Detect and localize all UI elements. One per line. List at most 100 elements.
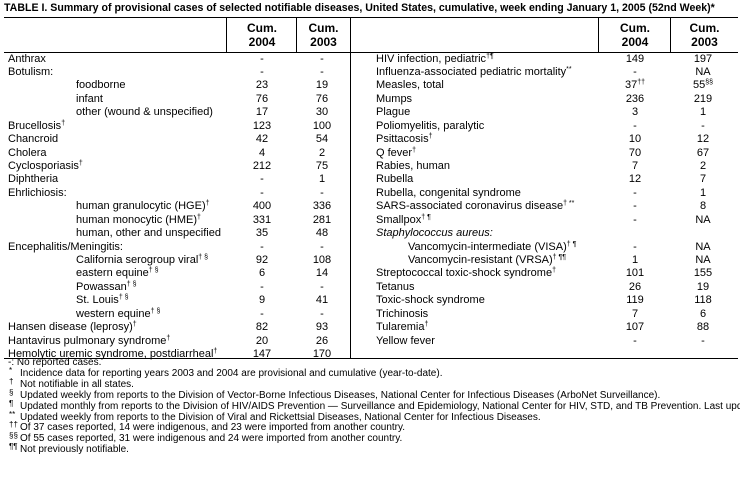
footnote: § Updated weekly from reports to the Divi… <box>0 388 736 402</box>
value: 212 <box>252 159 272 172</box>
label-text: human, other and unspecified <box>76 227 221 240</box>
row-label: Yellow fever <box>376 335 435 348</box>
footnote-mark: † § <box>198 253 209 261</box>
label-text: Chancroid <box>8 133 59 146</box>
value: 12 <box>628 173 642 186</box>
value-cell: 1 <box>292 173 352 186</box>
value-cell: - <box>232 241 292 254</box>
value: 26 <box>315 334 329 347</box>
value: 147 <box>252 347 272 360</box>
value: - <box>260 52 264 65</box>
row-label: Streptococcal toxic-shock syndrome† <box>376 267 556 280</box>
value: 7 <box>631 307 639 320</box>
value-cell: 75 <box>292 160 352 173</box>
value-cell: 7 <box>673 173 733 186</box>
label-text: Yellow fever <box>376 334 435 347</box>
footnote-mark: † § <box>126 280 137 288</box>
value: 26 <box>628 280 642 293</box>
value: 55 <box>692 79 706 92</box>
row-label: Mumps <box>376 93 412 106</box>
value: - <box>320 307 324 320</box>
label-text: Vancomycin-resistant (VRSA) <box>408 253 553 266</box>
value-cell: 108 <box>292 254 352 267</box>
value-cell: 236 <box>605 93 665 106</box>
row-label: HIV infection, pediatric†¶ <box>376 53 494 66</box>
value: 331 <box>252 213 272 226</box>
label-text: Cholera <box>8 146 47 159</box>
column-header-line: Cum. <box>247 21 277 35</box>
row-label: Vancomycin-intermediate (VISA)† ¶ <box>408 241 576 254</box>
value-cell: - <box>232 187 292 200</box>
footnote-text: Updated weekly from reports to the Divis… <box>20 389 661 401</box>
value: NA <box>695 240 711 253</box>
value: 123 <box>252 119 272 132</box>
value-cell: - <box>292 53 352 66</box>
row-label: Influenza-associated pediatric mortality… <box>376 66 572 79</box>
row-label: Plague <box>376 106 410 119</box>
row-label: human monocytic (HME)† <box>76 214 201 227</box>
value-cell: - <box>232 66 292 79</box>
label-text: Q fever <box>376 146 413 159</box>
label-text: Toxic-shock syndrome <box>376 294 485 307</box>
row-label: Vancomycin-resistant (VRSA)† ¶¶ <box>408 254 566 267</box>
value-cell: 2 <box>292 147 352 160</box>
value: 2 <box>699 159 707 172</box>
value: 118 <box>694 294 712 307</box>
label-text: Encephalitis/Meningitis: <box>8 240 123 253</box>
row-label: Tetanus <box>376 281 415 294</box>
value-cell: 67 <box>673 147 733 160</box>
label-text: Staphylococcus aureus: <box>376 227 493 240</box>
value-cell: - <box>605 241 665 254</box>
value-cell: 3 <box>605 106 665 119</box>
row-label: Ehrlichiosis: <box>8 187 67 200</box>
row-label: western equine† § <box>76 308 160 321</box>
rule <box>4 52 738 53</box>
label-text: human granulocytic (HGE) <box>76 200 206 213</box>
footnote-text: Not previously notifiable. <box>20 444 129 456</box>
row-label: Anthrax <box>8 53 46 66</box>
row-label: Chancroid <box>8 133 58 146</box>
footnote-mark: †¶ <box>486 52 494 60</box>
value-cell: - <box>605 187 665 200</box>
footnote-mark: † § <box>148 267 159 275</box>
footnote: ¶¶ Not previously notifiable. <box>0 442 736 456</box>
column-rule <box>598 17 599 52</box>
value-cell: 1 <box>673 106 733 119</box>
label-text: Measles, total <box>376 79 444 92</box>
row-label: Rubella <box>376 173 413 186</box>
value-cell: 118 <box>673 294 733 307</box>
value-cell: 10 <box>605 133 665 146</box>
value: 12 <box>696 133 710 146</box>
value: - <box>633 200 637 213</box>
value-cell: 76 <box>292 93 352 106</box>
value-cell: 30 <box>292 106 352 119</box>
value-cell: 197 <box>673 53 733 66</box>
column-rule <box>226 17 227 52</box>
label-text: human monocytic (HME) <box>76 213 198 226</box>
value: 67 <box>696 146 710 159</box>
value-cell: 6 <box>232 267 292 280</box>
label-text: Psittacosis <box>376 133 429 146</box>
footnote-text: Of 37 cases reported, 14 were indigenous… <box>20 422 406 434</box>
value-cell: - <box>292 308 352 321</box>
row-label: Psittacosis† <box>376 133 432 146</box>
value-cell: 54 <box>292 133 352 146</box>
label-text: Plague <box>376 106 411 119</box>
row-label: Staphylococcus aureus: <box>376 227 493 240</box>
label-text: California serogroup viral <box>76 253 199 266</box>
footnote: * Incidence data for reporting years 2003… <box>0 366 736 380</box>
value: 76 <box>255 92 269 105</box>
row-label: California serogroup viral† § <box>76 254 208 267</box>
label-text: Ehrlichiosis: <box>8 186 67 199</box>
label-text: Tetanus <box>376 280 415 293</box>
value: 336 <box>312 200 332 213</box>
footnote: ** Updated weekly from reports to the Div… <box>0 410 736 424</box>
value: 119 <box>626 294 644 307</box>
value: NA <box>695 253 711 266</box>
value-cell: - <box>673 120 733 133</box>
footnote-mark: † <box>166 334 171 342</box>
value: 1 <box>699 106 707 119</box>
value-cell: - <box>605 120 665 133</box>
value: 108 <box>312 253 332 266</box>
value-cell: 12 <box>605 173 665 186</box>
